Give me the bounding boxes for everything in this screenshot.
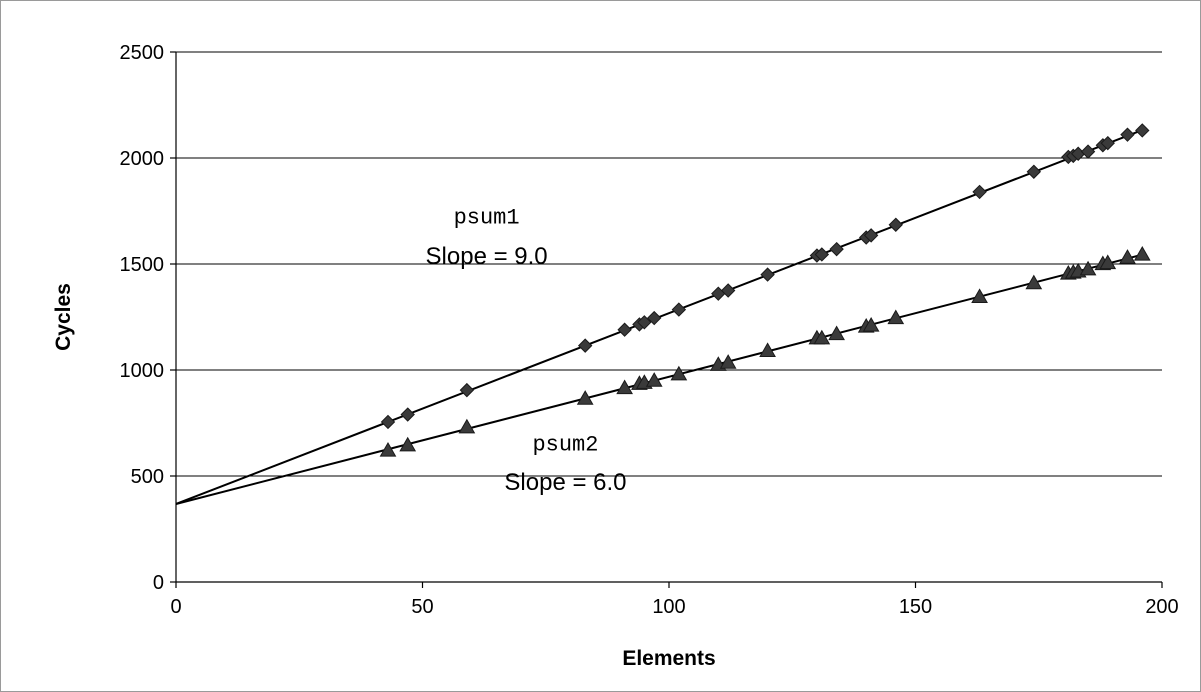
data-point	[888, 217, 903, 232]
x-tick-label: 200	[1145, 596, 1178, 618]
data-point	[400, 407, 415, 422]
annotation-label: Slope = 6.0	[504, 469, 626, 496]
y-tick-label: 2500	[120, 42, 165, 64]
data-point	[616, 379, 633, 395]
data-point	[887, 309, 905, 325]
y-axis-title: Cycles	[52, 283, 75, 351]
data-point	[759, 342, 776, 358]
data-point	[813, 329, 831, 345]
data-point	[399, 436, 417, 452]
x-tick-label: 100	[652, 596, 685, 618]
y-tick-label: 0	[153, 572, 164, 594]
data-point	[670, 365, 688, 381]
data-point	[1080, 144, 1096, 159]
data-point	[1100, 135, 1115, 151]
data-point	[1079, 260, 1097, 276]
annotations: psum1 Slope = 9.0 psum2 Slope = 6.0	[426, 206, 627, 496]
fit-line-series-2	[175, 253, 1143, 505]
data-point	[1025, 274, 1043, 290]
annotation-label: psum2	[532, 433, 598, 458]
y-tick-label: 2000	[120, 148, 165, 170]
x-axis-title: Elements	[622, 647, 715, 670]
data-point	[671, 302, 687, 317]
data-point	[971, 288, 988, 303]
x-tick-label: 50	[411, 596, 433, 618]
annotation-label: psum1	[454, 206, 520, 231]
data-point	[862, 316, 880, 332]
data-points	[379, 123, 1151, 457]
data-point	[1135, 123, 1150, 138]
data-point	[647, 310, 662, 326]
data-point	[380, 414, 396, 430]
y-tick-label: 1000	[120, 360, 165, 382]
x-tick-label: 0	[170, 596, 181, 618]
data-point	[719, 354, 737, 369]
data-point	[863, 228, 879, 243]
data-point	[1133, 245, 1151, 261]
axes	[170, 51, 1163, 588]
data-point	[1026, 164, 1042, 179]
y-tick-label: 1500	[120, 254, 165, 276]
y-tick-label: 500	[131, 466, 164, 488]
data-point	[459, 382, 475, 398]
data-point	[577, 338, 593, 353]
data-point	[379, 442, 397, 457]
data-point	[720, 283, 736, 298]
data-point	[972, 184, 987, 200]
data-point	[1119, 249, 1136, 264]
gridlines	[176, 51, 1162, 477]
x-tick-label: 150	[899, 596, 932, 618]
data-point	[828, 325, 845, 341]
tick-labels: 0 500 1000 1500 2000 2500 0 50 100 150 200	[120, 42, 1179, 618]
data-point	[1099, 254, 1117, 270]
data-point	[617, 322, 632, 337]
data-point	[645, 372, 663, 387]
data-point	[760, 267, 775, 282]
data-point	[829, 241, 844, 257]
data-point	[576, 390, 594, 405]
data-point	[637, 315, 652, 330]
annotation-label: Slope = 9.0	[426, 243, 548, 270]
data-point	[1120, 127, 1135, 142]
data-point	[814, 247, 830, 262]
data-point	[458, 418, 476, 434]
